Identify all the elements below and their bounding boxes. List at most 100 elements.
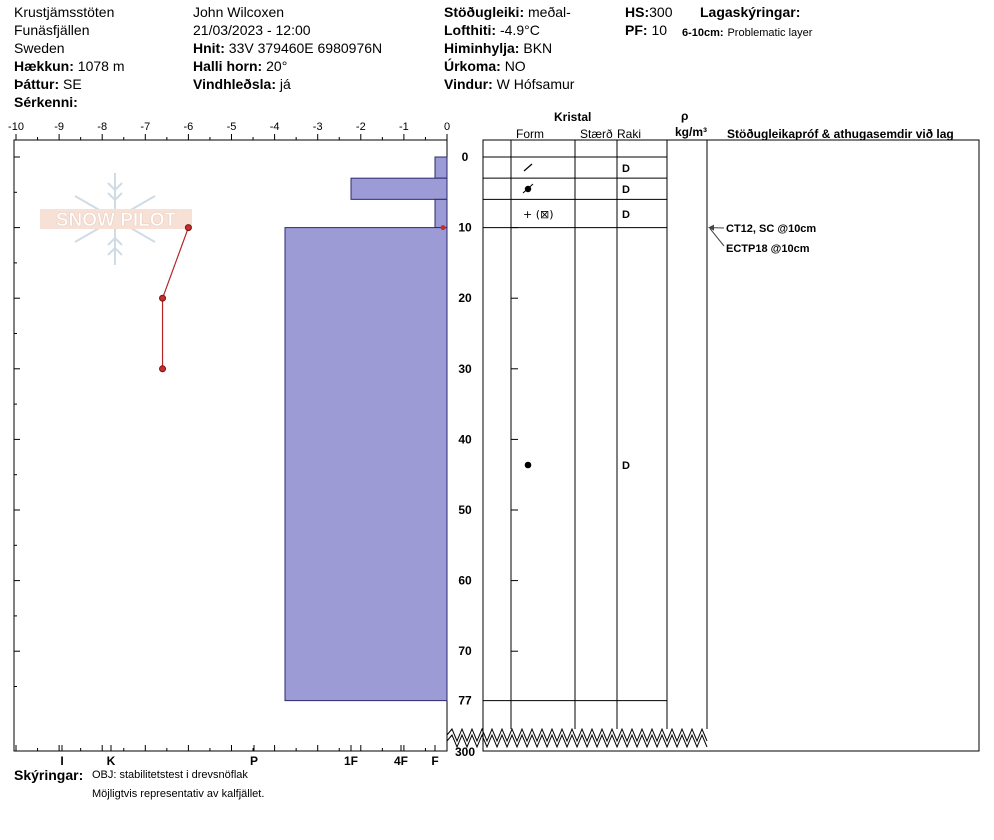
depth-tick-label: 30: [458, 362, 472, 376]
moisture-header: Raki: [617, 127, 642, 141]
country: Sweden: [14, 40, 65, 56]
test-arrowhead-1: [708, 224, 714, 231]
layer-note-depth: 6-10cm:: [682, 27, 724, 39]
temp-tick-label: -8: [97, 121, 107, 133]
break-zigzag: [446, 727, 708, 743]
hardness-layer-3: [284, 227, 448, 702]
depth-axis: 0 10 20 30 40 50 60 70 77 300: [455, 150, 475, 759]
elevation-value: 1078 m: [77, 58, 125, 74]
temp-tick-label: -3: [313, 121, 323, 133]
depth-tick-label: 0: [462, 150, 469, 164]
layer-note-text: Problematic layer: [727, 27, 813, 39]
hardness-layer-1: [350, 177, 448, 200]
temp-tick-label: 0: [444, 121, 450, 133]
surface-marker: [440, 225, 446, 231]
region: Funäsfjällen: [14, 22, 90, 38]
footer-line2: Möjligtvis representativ av kalfjället.: [92, 788, 265, 800]
break-zigzag-2: [446, 733, 708, 749]
hs-label: HS:: [625, 4, 650, 20]
stability-tests: CT12, SC @10cm ECTP18 @10cm: [708, 223, 816, 255]
test-label: CT12, SC @10cm: [726, 223, 816, 235]
hardness-tick-label: 1F: [344, 754, 358, 768]
moisture-value: D: [622, 209, 630, 221]
moisture-value: D: [622, 184, 630, 196]
wind-value: W Hófsamur: [496, 76, 575, 92]
rounded-grains-icon: [524, 461, 532, 469]
size-header: Stærð: [580, 127, 613, 141]
air-temp-label: Lofthiti:: [444, 22, 497, 38]
crystal-header: Kristal: [554, 110, 592, 124]
depth-tick-label: 40: [458, 432, 472, 446]
snowflake-watermark-icon: SNOW PILOT: [40, 173, 192, 265]
wind-label: Vindur:: [444, 76, 493, 92]
depth-tick-label: 50: [458, 503, 472, 517]
pf-label: PF:: [625, 22, 648, 38]
layer-notes-label: Lagaskýringar:: [700, 4, 801, 20]
depth-tick-label: 70: [458, 644, 472, 658]
depth-tick-label: 10: [458, 221, 472, 235]
temp-tick-label: -10: [8, 121, 24, 133]
moisture-value: D: [622, 460, 630, 472]
footer-label: Skýringar:: [14, 767, 84, 783]
decomposing-fragments-icon: [523, 163, 533, 172]
air-temp-value: -4.9°C: [499, 22, 540, 38]
density-unit-header: kg/m³: [675, 125, 708, 139]
moisture-value: D: [622, 163, 630, 175]
hardness-tick-label: I: [60, 754, 63, 768]
temp-tick-label: -4: [270, 121, 280, 133]
slope-value: 20°: [266, 58, 288, 74]
hardness-tick-label: K: [107, 754, 116, 768]
stability-label: Stöðugleiki:: [444, 4, 525, 20]
table-frame: [482, 139, 980, 752]
temp-tick-label: -9: [54, 121, 64, 133]
hardness-tick-label: 4F: [394, 754, 408, 768]
precipitation-particles-icon: + (⊠): [523, 208, 554, 221]
observer: John Wilcoxen: [193, 4, 285, 20]
features-label: Sérkenni:: [14, 94, 78, 110]
test-arrow-2: [709, 228, 725, 247]
tests-header: Stöðugleikapróf & athugasemdir við lag: [727, 127, 954, 141]
footer-line1: OBJ: stabilitetstest i drevsnöflak: [92, 769, 248, 781]
temperature-point: [159, 365, 167, 373]
temperature-point: [159, 294, 167, 302]
temp-tick-label: -7: [140, 121, 150, 133]
temp-tick-label: -5: [227, 121, 237, 133]
temp-tick-label: -1: [399, 121, 409, 133]
decomposing-fragments-stroke: [522, 183, 534, 194]
coords-value: 33V 379460E 6980976N: [228, 40, 383, 56]
watermark-text: SNOW PILOT: [56, 210, 177, 231]
depth-tick-label: 77: [458, 694, 472, 708]
aspect-label: Þáttur:: [14, 76, 60, 92]
wind-loading-value: já: [279, 76, 291, 92]
temp-tick-label: -2: [356, 121, 366, 133]
temp-tick-label: -6: [184, 121, 194, 133]
decomposing-fragments-icon: [522, 183, 534, 194]
pf-value: 10: [651, 22, 668, 38]
hardness-tick-label: P: [250, 754, 258, 768]
precip-label: Úrkoma:: [444, 58, 501, 74]
temperature-line: [161, 227, 189, 369]
sky-value: BKN: [523, 40, 553, 56]
location: Krustjämsstöten: [14, 4, 115, 20]
elevation-label: Hækkun:: [14, 58, 74, 74]
sky-label: Himinhylja:: [444, 40, 520, 56]
depth-bottom-label: 300: [455, 745, 475, 759]
temperature-point: [184, 224, 192, 232]
form-header: Form: [516, 127, 544, 141]
hardness-tick-label: F: [431, 754, 438, 768]
rho-header: ρ: [681, 109, 689, 123]
depth-tick-label: 60: [458, 574, 472, 588]
precip-value: NO: [504, 58, 526, 74]
slope-label: Halli horn:: [193, 58, 263, 74]
test-label: ECTP18 @10cm: [726, 243, 810, 255]
aspect-value: SE: [63, 76, 82, 92]
hs-value: 300: [649, 4, 673, 20]
hardness-layer-2: [434, 198, 448, 229]
hardness-layer-0: [434, 156, 448, 179]
datetime: 21/03/2023 - 12:00: [193, 22, 311, 38]
depth-tick-label: 20: [458, 291, 472, 305]
stability-value: meðal-: [528, 4, 571, 20]
coords-label: Hnit:: [193, 40, 225, 56]
wind-loading-label: Vindhleðsla:: [193, 76, 276, 92]
